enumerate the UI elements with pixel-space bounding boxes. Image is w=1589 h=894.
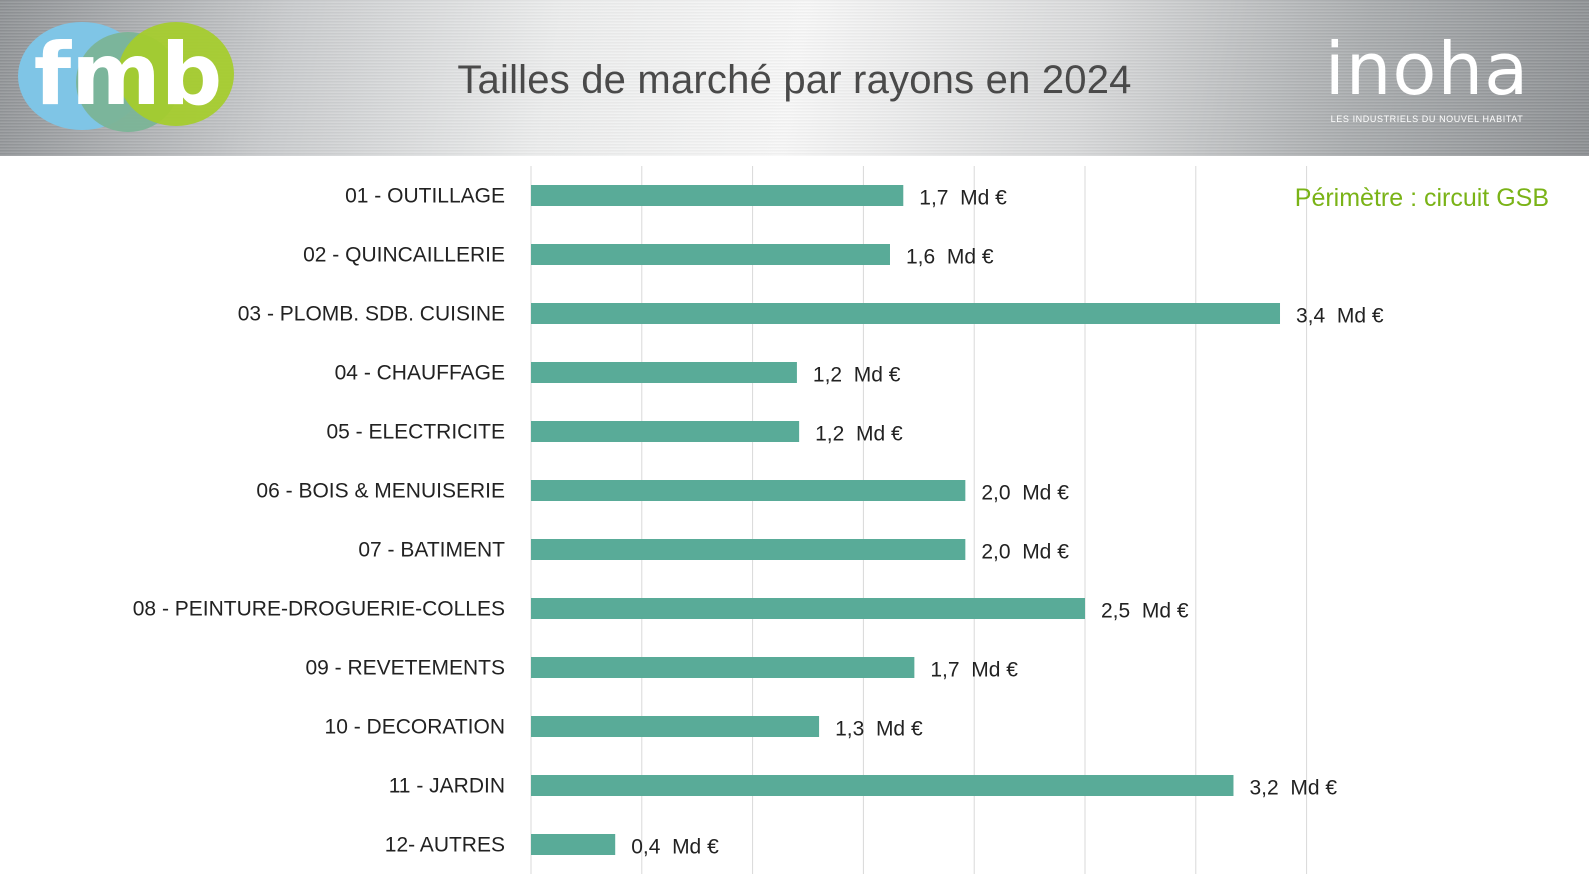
category-label: 02 - QUINCAILLERIE	[303, 244, 505, 267]
category-label: 04 - CHAUFFAGE	[335, 362, 505, 385]
bar	[531, 185, 904, 206]
page-title: Tailles de marché par rayons en 2024	[457, 58, 1132, 102]
bar	[531, 657, 915, 678]
bars	[531, 185, 1281, 855]
bar	[531, 716, 820, 737]
bar-chart-svg: 01 - OUTILLAGE 1,7 Md € 02 - QUINCAILLERIE…	[133, 166, 1384, 874]
perimeter-note: Périmètre : circuit GSB	[1294, 184, 1549, 212]
value-label: 2,0 Md €	[981, 541, 1069, 564]
bar	[531, 303, 1281, 324]
fmb-logo: fmb	[16, 16, 234, 134]
inoha-tagline: LES INDUSTRIELS DU NOUVEL HABITAT	[1330, 114, 1524, 124]
bar-chart: 01 - OUTILLAGE 1,7 Md € 02 - QUINCAILLERIE…	[0, 156, 1589, 894]
inoha-logo-text: inoha	[1324, 27, 1530, 111]
value-label: 1,3 Md €	[835, 718, 923, 741]
category-label: 05 - ELECTRICITE	[326, 421, 505, 444]
value-label: 1,6 Md €	[906, 246, 994, 269]
value-label: 3,4 Md €	[1296, 305, 1384, 328]
category-label: 07 - BATIMENT	[358, 539, 505, 562]
category-label: 12- AUTRES	[385, 834, 505, 857]
bar	[531, 421, 800, 442]
bar	[531, 480, 966, 501]
value-label: 1,7 Md €	[919, 187, 1007, 210]
bar	[531, 598, 1085, 619]
header-banner: fmb Tailles de marché par rayons en 2024…	[0, 0, 1589, 156]
value-label: 0,4 Md €	[631, 836, 719, 859]
value-label: 1,2 Md €	[813, 364, 901, 387]
value-label: 2,0 Md €	[981, 482, 1069, 505]
bar	[531, 362, 797, 383]
labels: 01 - OUTILLAGE 1,7 Md € 02 - QUINCAILLERIE…	[133, 185, 1384, 859]
category-label: 09 - REVETEMENTS	[305, 657, 505, 680]
category-label: 06 - BOIS & MENUISERIE	[256, 480, 505, 503]
bar	[531, 775, 1234, 796]
category-label: 11 - JARDIN	[389, 775, 505, 798]
fmb-logo-text: fmb	[34, 25, 223, 125]
bar	[531, 834, 616, 855]
inoha-logo: inoha LES INDUSTRIELS DU NOUVEL HABITAT	[1316, 27, 1538, 130]
category-label: 03 - PLOMB. SDB. CUISINE	[238, 303, 505, 326]
category-label: 10 - DECORATION	[325, 716, 505, 739]
bar	[531, 539, 966, 560]
value-label: 1,7 Md €	[930, 659, 1018, 682]
gridlines	[530, 166, 1308, 874]
value-label: 2,5 Md €	[1101, 600, 1189, 623]
value-label: 3,2 Md €	[1249, 777, 1337, 800]
value-label: 1,2 Md €	[815, 423, 903, 446]
category-label: 01 - OUTILLAGE	[345, 185, 505, 208]
category-label: 08 - PEINTURE-DROGUERIE-COLLES	[133, 598, 505, 621]
bar	[531, 244, 890, 265]
